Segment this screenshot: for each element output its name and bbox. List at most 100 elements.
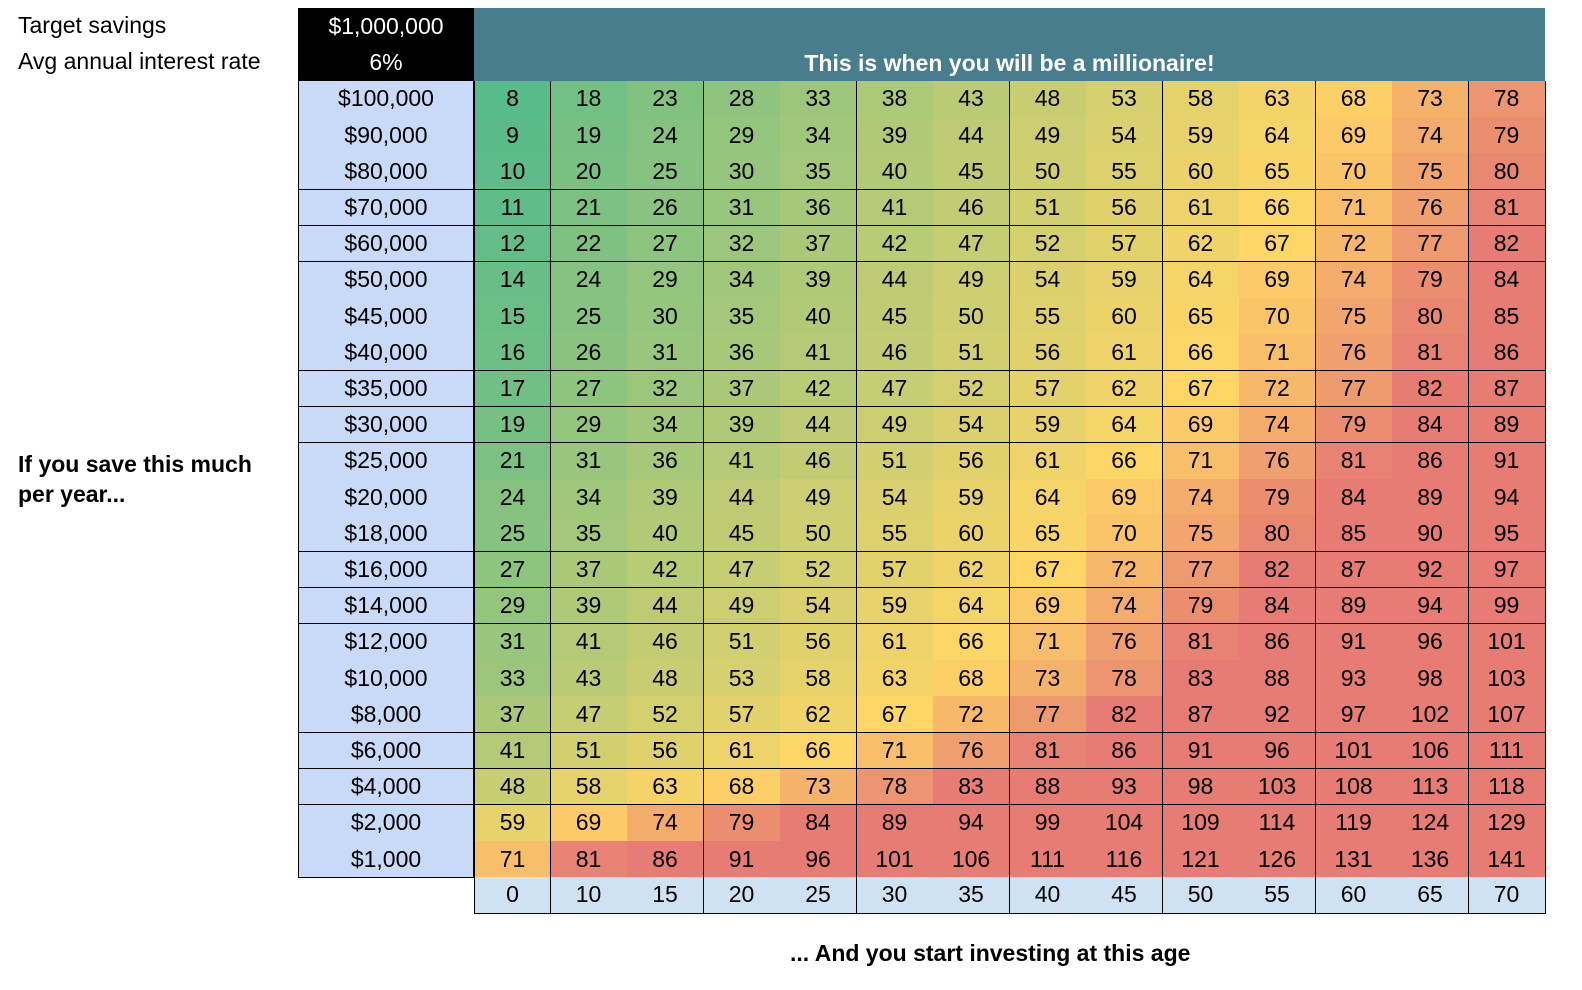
- heatmap-cell: 124: [1392, 805, 1469, 842]
- heatmap-cell: 46: [780, 443, 857, 480]
- heatmap-cell: 84: [780, 805, 857, 842]
- heatmap-cell: 63: [856, 660, 934, 697]
- heatmap-cell: 65: [1162, 298, 1240, 335]
- row-header-savings: $14,000: [298, 587, 474, 625]
- heatmap-cell: 88: [1239, 660, 1316, 697]
- column-header-age: 10: [550, 877, 628, 914]
- heatmap-cell: 36: [780, 189, 857, 227]
- heatmap-cell: 57: [856, 551, 934, 589]
- heatmap-cell: 41: [856, 189, 934, 227]
- heatmap-cell: 66: [780, 732, 857, 770]
- heatmap-cell: 29: [703, 117, 781, 154]
- heatmap-cell: 26: [550, 334, 628, 372]
- heatmap-cell: 44: [856, 262, 934, 299]
- heatmap-cell: 78: [1468, 81, 1546, 118]
- heatmap-cell: 53: [1086, 81, 1163, 118]
- save-prompt: If you save this much per year...: [18, 451, 252, 507]
- heatmap-cell: 27: [474, 551, 551, 589]
- heatmap-cell: 77: [1392, 225, 1469, 263]
- heatmap-cell: 52: [627, 696, 704, 734]
- heatmap-cell: 77: [1009, 696, 1087, 734]
- heatmap-cell: 92: [1392, 551, 1469, 589]
- heatmap-cell: 71: [1162, 443, 1240, 480]
- column-header-age: 45: [1086, 877, 1163, 914]
- heatmap-cell: 111: [1009, 841, 1087, 878]
- heatmap-cell: 83: [1162, 660, 1240, 697]
- heatmap-cell: 45: [703, 515, 781, 553]
- heatmap-cell: 35: [550, 515, 628, 553]
- heatmap-cell: 51: [550, 732, 628, 770]
- row-header-savings: $30,000: [298, 406, 474, 444]
- heatmap-cell: 86: [1392, 443, 1469, 480]
- heatmap-cell: 118: [1468, 768, 1546, 806]
- interest-rate-input[interactable]: 6%: [298, 44, 474, 81]
- heatmap-cell: 56: [780, 624, 857, 661]
- column-header-age: 25: [780, 877, 857, 914]
- heatmap-cell: 35: [780, 153, 857, 191]
- heatmap-cell: 67: [1162, 370, 1240, 408]
- heatmap-cell: 136: [1392, 841, 1469, 878]
- heatmap-cell: 62: [933, 551, 1010, 589]
- heatmap-cell: 97: [1468, 551, 1546, 589]
- heatmap-cell: 64: [1086, 406, 1163, 444]
- heatmap-cell: 47: [933, 225, 1010, 263]
- heatmap-cell: 37: [474, 696, 551, 734]
- heatmap-cell: 69: [1315, 117, 1393, 154]
- heatmap-cell: 33: [780, 81, 857, 118]
- heatmap-cell: 54: [933, 406, 1010, 444]
- heatmap-cell: 78: [1086, 660, 1163, 697]
- heatmap-cell: 17: [474, 370, 551, 408]
- row-header-savings: $40,000: [298, 334, 474, 372]
- heatmap-cell: 114: [1239, 805, 1316, 842]
- heatmap-cell: 30: [703, 153, 781, 191]
- heatmap-cell: 104: [1086, 805, 1163, 842]
- heatmap-cell: 74: [627, 805, 704, 842]
- heatmap-cell: 24: [627, 117, 704, 154]
- heatmap-cell: 28: [703, 81, 781, 118]
- heatmap-cell: 24: [474, 479, 551, 516]
- heatmap-cell: 51: [933, 334, 1010, 372]
- heatmap-cell: 44: [780, 406, 857, 444]
- heatmap-cell: 68: [1315, 81, 1393, 118]
- target-savings-input[interactable]: $1,000,000: [298, 8, 474, 44]
- heatmap-cell: 61: [1162, 189, 1240, 227]
- heatmap-cell: 68: [703, 768, 781, 806]
- row-header-savings: $4,000: [298, 768, 474, 806]
- heatmap-cell: 81: [550, 841, 628, 878]
- heatmap-cell: 22: [550, 225, 628, 263]
- heatmap-cell: 93: [1315, 660, 1393, 697]
- heatmap-cell: 56: [1086, 189, 1163, 227]
- heatmap-cell: 91: [1468, 443, 1546, 480]
- heatmap-cell: 89: [1315, 587, 1393, 625]
- row-header-savings: $90,000: [298, 117, 474, 154]
- heatmap-cell: 85: [1468, 298, 1546, 335]
- heatmap-cell: 64: [1162, 262, 1240, 299]
- heatmap-cell: 60: [933, 515, 1010, 553]
- heatmap-cell: 48: [627, 660, 704, 697]
- heatmap-cell: 91: [1315, 624, 1393, 661]
- heatmap-cell: 58: [1162, 81, 1240, 118]
- heatmap-cell: 39: [550, 587, 628, 625]
- column-header-age: 70: [1468, 877, 1546, 914]
- heatmap-cell: 75: [1162, 515, 1240, 553]
- heatmap-cell: 40: [627, 515, 704, 553]
- heatmap-cell: 82: [1392, 370, 1469, 408]
- heatmap-cell: 62: [1162, 225, 1240, 263]
- heatmap-cell: 54: [1086, 117, 1163, 154]
- heatmap-cell: 76: [933, 732, 1010, 770]
- heatmap-cell: 19: [550, 117, 628, 154]
- heatmap-cell: 46: [627, 624, 704, 661]
- heatmap-cell: 101: [1468, 624, 1546, 661]
- heatmap-cell: 87: [1315, 551, 1393, 589]
- heatmap-cell: 92: [1239, 696, 1316, 734]
- heatmap-cell: 106: [1392, 732, 1469, 770]
- heatmap-cell: 121: [1162, 841, 1240, 878]
- heatmap-cell: 32: [703, 225, 781, 263]
- heatmap-cell: 96: [1392, 624, 1469, 661]
- heatmap-cell: 91: [1162, 732, 1240, 770]
- row-header-savings: $25,000: [298, 443, 474, 480]
- row-header-savings: $6,000: [298, 732, 474, 770]
- heatmap-cell: 74: [1086, 587, 1163, 625]
- heatmap-cell: 71: [856, 732, 934, 770]
- heatmap-cell: 80: [1239, 515, 1316, 553]
